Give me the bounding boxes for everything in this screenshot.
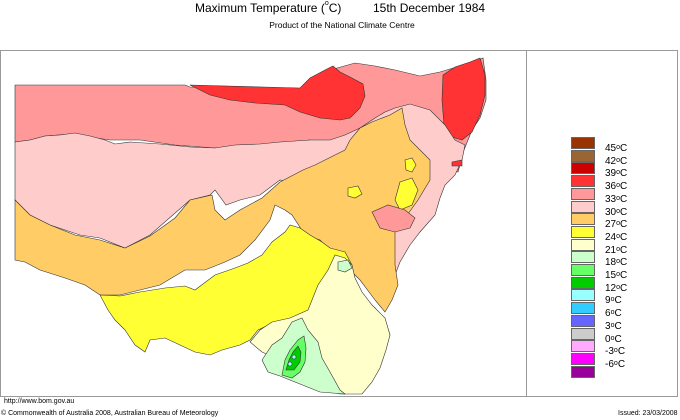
source-url[interactable]: http://www.bom.gov.au [4,398,75,405]
legend-label: 33oC [605,193,628,205]
zone-30-33-pocket [371,204,416,233]
legend-swatch-3 [571,314,595,327]
zone-6-9-a [291,354,297,360]
legend-label: 45oC [605,143,628,154]
legend-label: 21oC [605,244,628,256]
legend-label: 12oC [605,282,628,294]
map-frame [0,50,678,397]
legend-swatch-27 [571,213,595,226]
legend-swatch-30 [571,200,595,213]
legend-swatch-33 [571,187,595,200]
zone-33-36 [189,65,366,121]
legend-swatch-24 [571,225,595,238]
zone-21-24-pocket-a [404,157,417,173]
zone-6-9-b [287,361,293,367]
legend-swatch-36 [571,175,595,188]
legend-swatch-45 [571,137,595,149]
legend-swatch-18 [571,251,595,264]
title-text: Maximum Temperature (oC) [195,0,342,15]
zone-21-24-pocket-c [347,185,363,199]
legend-label: 6oC [605,308,622,320]
legend-label: 36oC [605,181,628,193]
legend-swatch-0 [571,327,595,340]
legend-swatch-m3 [571,340,595,353]
subtitle: Product of the National Climate Centre [269,20,415,30]
copyright: © Commonwealth of Australia 2008, Austra… [1,410,219,417]
zone-15-18-pocket [337,259,353,273]
legend-label: -3oC [605,346,626,358]
zone-24-27 [14,107,431,313]
zone-21-24-pocket-b [394,177,419,211]
legend-label: 15oC [605,270,628,281]
legend-swatch-9 [571,289,595,302]
title-date: 15th December 1984 [373,1,486,15]
legend-label: 39oC [605,168,628,180]
zone-33-36-pocket [451,159,463,167]
legend-swatch-12 [571,276,595,289]
legend-swatch-below [571,365,595,378]
legend-swatch-39 [571,162,595,175]
legend-label: 9oC [605,295,622,307]
legend-label: 18oC [605,257,628,269]
legend-swatch-21 [571,238,595,251]
legend-swatch-15 [571,264,595,276]
legend-divider [526,50,527,397]
legend-label: 0oC [605,333,622,345]
legend-label: 24oC [605,231,628,243]
legend-label: 3oC [605,320,622,332]
issued-date: Issued: 23/03/2008 [618,410,678,417]
legend-label: 30oC [605,206,628,218]
map-title: Maximum Temperature (oC) 15th December 1… [0,0,680,17]
legend-swatch-6 [571,302,595,315]
legend-label: -6oC [605,358,626,370]
legend-label: 27oC [605,219,628,231]
legend-swatch-42 [571,149,595,162]
legend-swatch-m6 [571,352,595,365]
legend-label: 42oC [605,155,628,167]
